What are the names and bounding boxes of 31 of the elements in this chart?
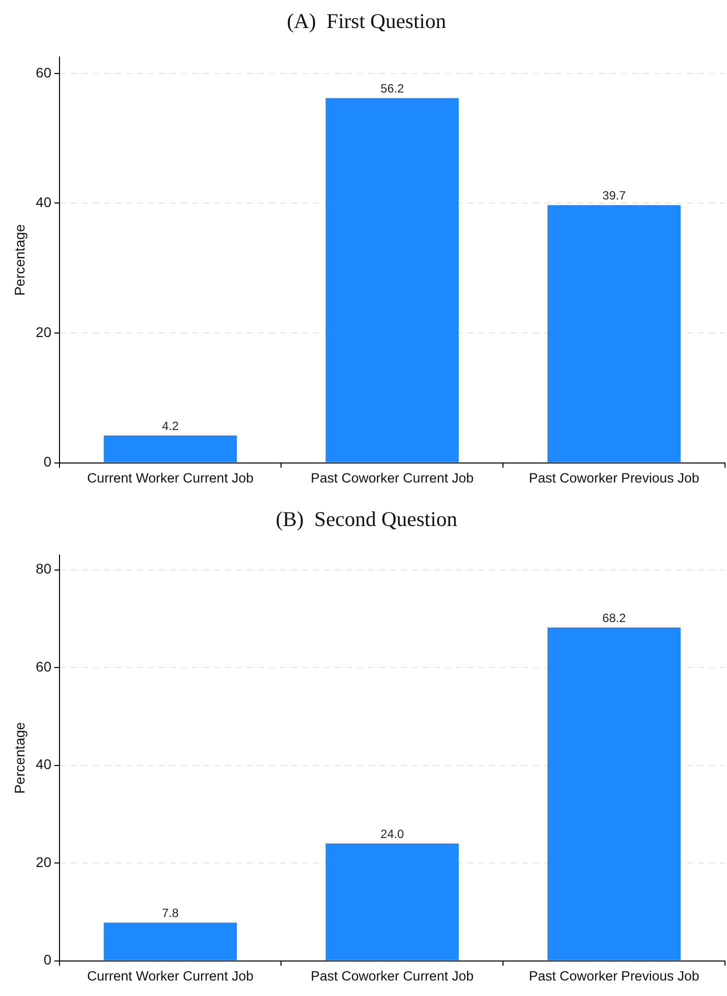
y-axis-title: Percentage [11,224,28,296]
chart-title: (B) Second Question [276,507,458,532]
bar [326,98,459,462]
chart-title: (A) First Question [286,9,447,34]
y-tick-label: 40 [36,756,52,772]
y-tick-label: 40 [36,194,52,210]
data-label: 4.2 [162,418,179,433]
bar [548,205,681,462]
y-tick-label: 60 [36,658,52,674]
x-tick-label: Past Coworker Previous Job [528,968,700,984]
y-tick-label: 20 [36,324,52,340]
y-tick-label: 80 [36,560,52,577]
y-axis-title: Percentage [11,722,28,794]
x-tick-label: Past Coworker Current Job [310,470,474,486]
y-tick-label: 0 [44,454,52,470]
y-tick-label: 0 [44,952,52,968]
x-tick-label: Past Coworker Current Job [310,968,474,984]
y-tick-label: 20 [36,854,52,870]
bar [104,922,237,960]
x-tick-label: Current Worker Current Job [87,968,254,984]
data-label: 7.8 [162,906,179,920]
bar [548,628,681,960]
x-tick-label: Current Worker Current Job [87,470,254,486]
data-label: 39.7 [602,188,626,202]
data-label: 24.0 [380,826,404,841]
bar [326,844,459,960]
bar [104,436,237,462]
x-tick-label: Past Coworker Previous Job [528,470,700,486]
data-label: 68.2 [602,610,626,625]
y-tick-label: 60 [36,64,52,80]
data-label: 56.2 [380,81,404,96]
